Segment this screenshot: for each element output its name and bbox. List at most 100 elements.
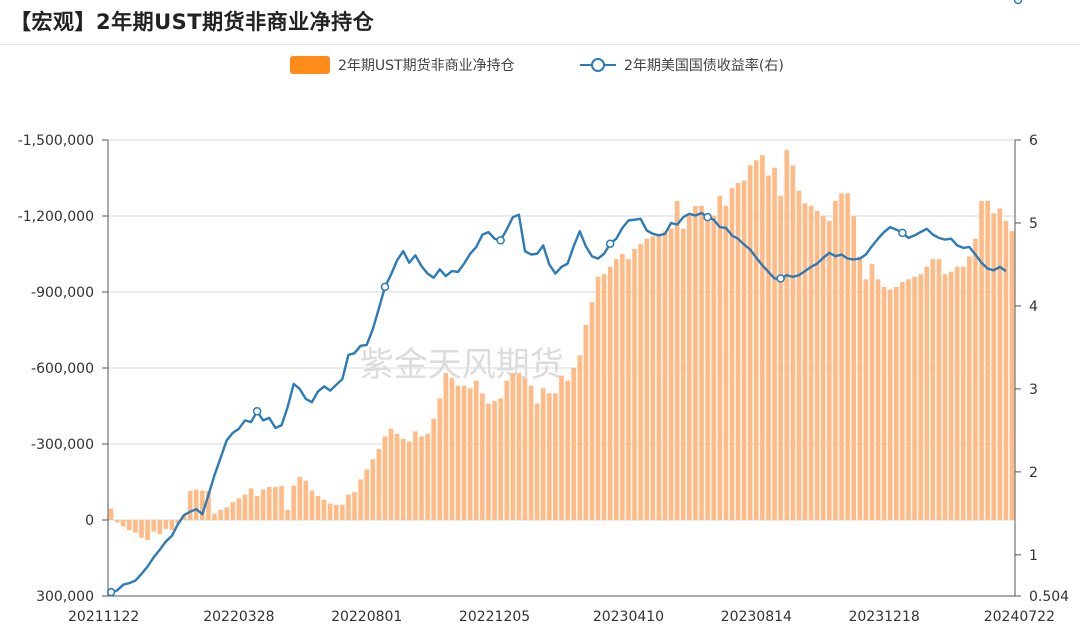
net-position-bar: [260, 489, 266, 520]
net-position-bar: [133, 520, 138, 533]
net-position-bar: [547, 393, 552, 520]
legend-line-marker: [580, 58, 616, 72]
net-position-bar: [212, 513, 217, 520]
net-position-bar: [400, 438, 406, 520]
watermark: 紫金天风期货: [360, 345, 564, 385]
chart-legend: 2年期UST期货非商业净持仓 2年期美国国债收益率(右): [0, 53, 1080, 77]
left-tick-label: -1,500,000: [18, 133, 94, 149]
net-position-bar: [948, 271, 954, 520]
net-position-bar: [973, 238, 978, 521]
net-position-bar: [705, 221, 710, 521]
net-position-bar: [906, 279, 911, 520]
net-position-bar: [650, 236, 656, 520]
net-position-bar: [613, 259, 619, 520]
net-position-bar: [851, 216, 857, 520]
net-position-bar: [285, 509, 290, 520]
net-position-bar: [236, 498, 242, 520]
yield-point-marker: [106, 587, 116, 597]
net-position-bar: [376, 449, 382, 520]
net-position-bar: [960, 266, 966, 520]
net-position-bar: [662, 231, 668, 520]
net-position-bar: [352, 492, 357, 520]
net-position-bar: [242, 494, 248, 520]
net-position-bar: [900, 281, 905, 520]
net-position-bar: [985, 200, 990, 521]
net-position-bar: [279, 485, 284, 520]
net-position-bar: [370, 459, 376, 520]
net-position-bar: [717, 195, 723, 520]
yield-point-marker: [496, 236, 505, 245]
net-position-bar: [918, 274, 923, 520]
net-position-bar: [139, 520, 144, 538]
net-position-bar: [936, 259, 942, 520]
net-position-bar: [772, 167, 777, 520]
net-position-bar: [297, 476, 303, 520]
net-position-bar: [893, 286, 899, 520]
net-position-bar: [248, 488, 254, 520]
net-position-bar: [559, 375, 564, 520]
net-position-bar: [504, 380, 510, 520]
net-position-bar: [723, 205, 729, 520]
net-position-bar: [577, 355, 583, 520]
title-divider: [0, 44, 1080, 45]
net-position-bar: [528, 385, 534, 520]
left-tick-label: -300,000: [31, 437, 94, 453]
net-position-bar: [607, 266, 613, 520]
net-position-bar: [498, 398, 503, 520]
net-position-bar: [516, 373, 522, 520]
yield-point-marker: [776, 274, 785, 283]
bar-series: [108, 150, 1015, 541]
net-position-bar: [778, 195, 783, 520]
net-position-bar: [193, 489, 199, 520]
legend-item-net-position[interactable]: 2年期UST期货非商业净持仓: [290, 53, 515, 77]
net-position-bar: [224, 507, 230, 520]
net-position-bar: [656, 233, 662, 520]
net-position-bar: [912, 276, 917, 520]
net-position-bar: [863, 279, 869, 520]
net-position-bar: [699, 205, 704, 520]
net-position-bar: [455, 385, 461, 520]
net-position-bar: [833, 200, 838, 521]
net-position-bar: [802, 203, 808, 521]
net-position-bar: [553, 393, 558, 520]
net-position-bar: [480, 393, 485, 520]
net-position-bar: [309, 490, 315, 520]
net-position-bar: [589, 302, 595, 520]
x-tick-label: 20231218: [848, 609, 919, 625]
net-position-bar: [425, 433, 430, 520]
net-position-bar: [674, 200, 680, 521]
net-position-bar: [601, 274, 607, 520]
line-series: [106, 0, 1023, 597]
net-position-bar: [169, 520, 175, 531]
net-position-bar: [839, 193, 844, 520]
net-position-bar: [942, 274, 948, 520]
yield-point-marker: [252, 407, 262, 416]
yield-point-marker: [1013, 0, 1023, 5]
right-tick-label: 5: [1029, 216, 1038, 232]
net-position-bar: [419, 436, 424, 520]
net-position-bar: [747, 165, 753, 521]
yield-point-marker: [898, 228, 907, 238]
net-position-bar: [760, 155, 765, 520]
net-position-bar: [808, 205, 814, 520]
net-position-bar: [967, 256, 972, 520]
net-position-bar: [565, 380, 570, 520]
net-position-bar: [181, 514, 187, 520]
net-position-bar: [218, 509, 223, 520]
net-position-bar: [620, 254, 625, 520]
net-position-bar: [954, 266, 960, 520]
net-position-bar: [857, 256, 863, 520]
net-position-bar: [711, 216, 716, 520]
net-position-bar: [845, 193, 850, 520]
net-position-bar: [595, 276, 601, 520]
net-position-bar: [753, 160, 759, 520]
net-position-bar: [668, 228, 674, 520]
left-tick-label: 0: [85, 513, 94, 529]
net-position-bar: [814, 210, 820, 520]
x-tick-label: 20230814: [721, 609, 792, 625]
legend-item-yield[interactable]: 2年期美国国债收益率(右): [578, 53, 784, 77]
net-position-bar: [790, 165, 796, 521]
yield-line: [110, 211, 1007, 594]
legend-bar-swatch: [290, 56, 330, 74]
net-position-bar: [340, 504, 345, 520]
